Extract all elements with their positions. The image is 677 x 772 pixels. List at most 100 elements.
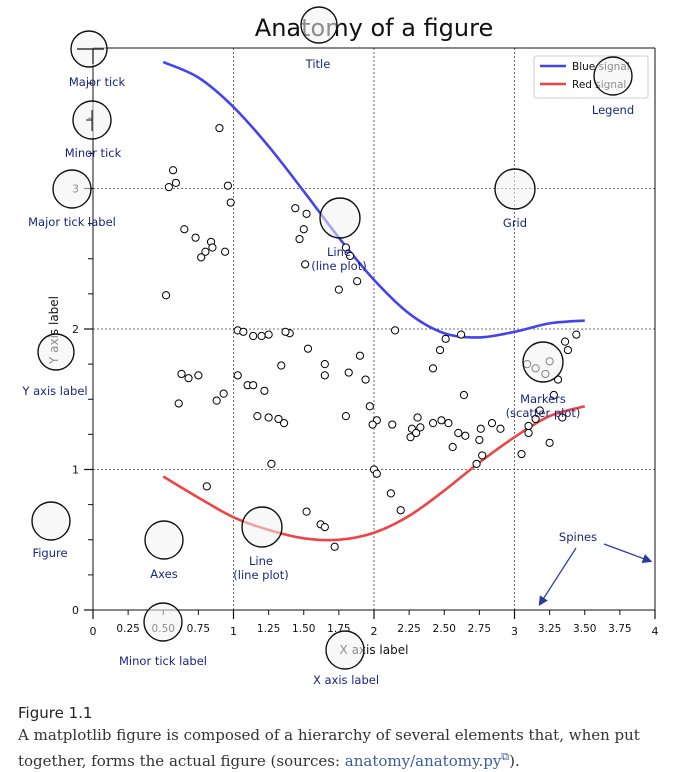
scatter-point (239, 327, 248, 336)
grid-marker (494, 168, 536, 210)
caption-title: Figure 1.1 (18, 704, 93, 722)
minor-tick-annotation: Minor tick (65, 146, 122, 160)
legend-annotation: Legend (592, 103, 634, 117)
scatter-point (219, 389, 228, 398)
caption-end: ). (509, 752, 520, 770)
spine-arrow-right (603, 543, 653, 564)
x-minor-tick-label: 1.50 (292, 623, 315, 635)
scatter-point (478, 451, 487, 460)
scatter-point (257, 331, 266, 341)
scatter-point (355, 351, 365, 360)
scatter-point (161, 291, 171, 300)
scatter-point (249, 381, 258, 390)
x-minor-tick-label: 0.75 (187, 623, 210, 635)
scatter-point (524, 428, 533, 438)
scatter-point (412, 428, 421, 438)
scatter-point (428, 364, 438, 373)
line-plot-annotation-top-sub: (line plot) (311, 259, 366, 273)
x-minor-tick-label: 3.25 (538, 623, 561, 635)
scatter-point (168, 166, 178, 175)
x-major-tick-label: 1 (230, 625, 237, 638)
y-major-tick-label: 1 (72, 464, 79, 477)
blue-signal-line (162, 60, 585, 339)
axes-marker (144, 520, 184, 560)
x-axis-label-marker (325, 630, 365, 670)
x-minor-tick-label: 0.25 (116, 623, 139, 635)
x-major-tick-label: 3 (511, 625, 518, 638)
scatter-point (448, 442, 457, 452)
major-tick-label-marker (52, 169, 92, 209)
scatter-point (303, 344, 313, 353)
caption-link[interactable]: anatomy/anatomy.py (344, 752, 502, 770)
scatter-point (302, 507, 311, 516)
x-minor-tick-label: 3.50 (573, 623, 596, 635)
y-major-tick-label: 2 (72, 323, 79, 336)
line-plot-annotation-top: Line (327, 245, 351, 259)
scatter-point (535, 406, 544, 415)
scatter-point (253, 412, 262, 421)
scatter-point (428, 419, 438, 428)
x-major-tick-label: 4 (652, 625, 659, 638)
scatter-point (459, 390, 469, 400)
scatter-point (274, 414, 283, 424)
scatter-point (212, 396, 221, 405)
scatter-point (260, 386, 269, 395)
figure: 012340.250.500.751.251.501.752.252.502.7… (21, 6, 659, 687)
scatter-point (208, 243, 217, 252)
line-plot-marker-top (319, 197, 361, 239)
minor-tick-label-annotation: Minor tick label (119, 654, 207, 668)
scatter-point (281, 327, 290, 336)
minor-tick-label-marker (143, 602, 183, 642)
scatter-point (334, 285, 343, 294)
scatter-point (549, 390, 558, 400)
x-minor-tick-label: 1.25 (257, 623, 280, 635)
scatter-point (560, 337, 570, 346)
x-major-tick-label: 2 (371, 625, 378, 638)
y-axis-label-marker (37, 333, 75, 371)
scatter-point (249, 331, 258, 341)
markers-annotation: Markers (520, 392, 566, 406)
scatter-point (215, 123, 224, 133)
scatter-point (441, 334, 450, 343)
scatter-point (184, 374, 193, 383)
x-minor-tick-label: 2.25 (397, 623, 420, 635)
axes-annotation: Axes (150, 567, 177, 581)
spine-arrow-bottom (538, 547, 577, 607)
scatter-point (572, 330, 581, 339)
scatter-point (368, 420, 377, 429)
scatter-point (174, 399, 183, 408)
scatter-point (563, 345, 572, 355)
markers-annotation-sub: (scatter plot) (506, 406, 581, 420)
scatter-point (164, 182, 173, 192)
scatter-point (201, 247, 210, 256)
scatter-point (444, 419, 453, 428)
scatter-point (413, 413, 422, 422)
scatter-point (344, 368, 353, 377)
y-major-tick-label: 0 (72, 604, 79, 617)
scatter-point (386, 489, 395, 498)
scatter-point (472, 459, 481, 468)
external-link-icon[interactable]: ⧉ (501, 750, 510, 763)
scatter-point (295, 234, 304, 244)
markers-marker (522, 341, 564, 383)
scatter-point (457, 330, 466, 339)
scatter-point (223, 181, 232, 190)
scatter-point (320, 523, 329, 532)
scatter-point (302, 209, 311, 218)
scatter-point (277, 361, 286, 370)
x-minor-tick-label: 2.50 (433, 623, 456, 635)
scatter-point (365, 402, 374, 411)
scatter-point (496, 424, 505, 433)
scatter-point (545, 438, 554, 447)
scatter-point (320, 371, 329, 380)
y-axis-label-annotation: Y axis label (21, 384, 87, 398)
scatter-point (341, 243, 350, 252)
scatter-point (461, 431, 470, 440)
scatter-point (194, 371, 203, 380)
figure-annotation: Figure (32, 546, 67, 560)
line-plot-annotation-bottom: Line (249, 554, 273, 568)
x-axis-label-annotation: X axis label (313, 673, 379, 687)
scatter-point (435, 345, 445, 355)
title-marker (300, 6, 338, 44)
scatter-point (264, 330, 273, 339)
